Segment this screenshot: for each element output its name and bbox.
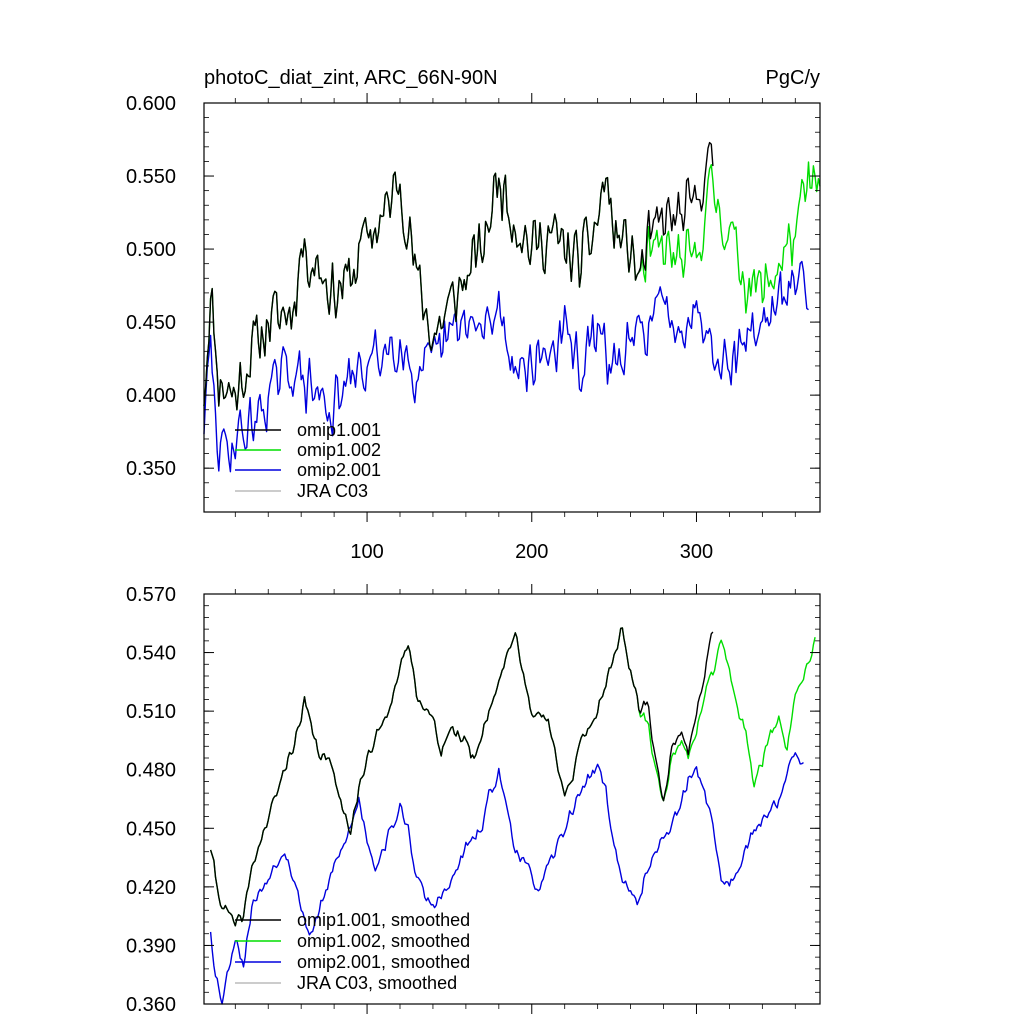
bottom-panel-ticks: 0.360 0.390 0.420 0.450 0.480 0.510 0.540 0.570: [126, 584, 820, 1016]
x-tick-label: 100: [350, 541, 383, 563]
x-tick-label: 300: [680, 541, 713, 563]
legend-label-omip1-002-smoothed: omip1.002, smoothed: [297, 931, 470, 951]
y-tick-label: 0.510: [126, 701, 176, 723]
legend-label-omip1-001-smoothed: omip1.001, smoothed: [297, 910, 470, 930]
y-tick-label: 0.550: [126, 166, 176, 188]
top-panel-series: [203, 141, 821, 473]
series-line-omip1-001-smoothed: [209, 627, 714, 927]
y-tick-label: 0.500: [126, 239, 176, 261]
y-tick-label: 0.480: [126, 760, 176, 782]
top-panel-title: photoC_diat_zint, ARC_66N-90N: [204, 67, 498, 89]
top-panel: photoC_diat_zint, ARC_66N-90N PgC/y 0.35…: [126, 67, 821, 563]
y-tick-label: 0.570: [126, 584, 176, 606]
legend-label-omip2-001: omip2.001: [297, 460, 381, 480]
series-line-omip2-001-smoothed: [209, 752, 804, 1005]
bottom-panel-legend: omip1.001, smoothed omip1.002, smoothed …: [235, 910, 470, 993]
series-line-omip2-001: [203, 260, 809, 473]
top-panel-ticks: 0.350 0.400 0.450 0.500 0.550 0.600 100 200 300: [126, 93, 820, 563]
bottom-panel: 0.360 0.390 0.420 0.450 0.480 0.510 0.540 0.570…: [126, 584, 821, 1016]
top-panel-units: PgC/y: [766, 67, 820, 89]
top-panel-legend: omip1.001 omip1.002 omip2.001 JRA C03: [235, 420, 381, 501]
y-tick-label: 0.350: [126, 458, 176, 480]
series-line-omip1-001: [203, 141, 714, 411]
y-tick-label: 0.360: [126, 994, 176, 1016]
x-tick-label: 200: [515, 541, 548, 563]
bottom-panel-series: [209, 627, 816, 1005]
series-line-omip1-002-smoothed: [209, 627, 816, 927]
y-tick-label: 0.450: [126, 818, 176, 840]
legend-label-omip1-001: omip1.001: [297, 420, 381, 440]
y-tick-label: 0.540: [126, 643, 176, 665]
y-tick-label: 0.600: [126, 93, 176, 115]
y-tick-label: 0.450: [126, 312, 176, 334]
legend-label-jra-c03-smoothed: JRA C03, smoothed: [297, 973, 457, 993]
legend-label-omip2-001-smoothed: omip2.001, smoothed: [297, 952, 470, 972]
y-tick-label: 0.400: [126, 385, 176, 407]
legend-label-jra-c03: JRA C03: [297, 481, 368, 501]
y-tick-label: 0.390: [126, 935, 176, 957]
y-tick-label: 0.420: [126, 877, 176, 899]
bottom-panel-frame: [203, 593, 821, 1005]
legend-label-omip1-002: omip1.002: [297, 440, 381, 460]
